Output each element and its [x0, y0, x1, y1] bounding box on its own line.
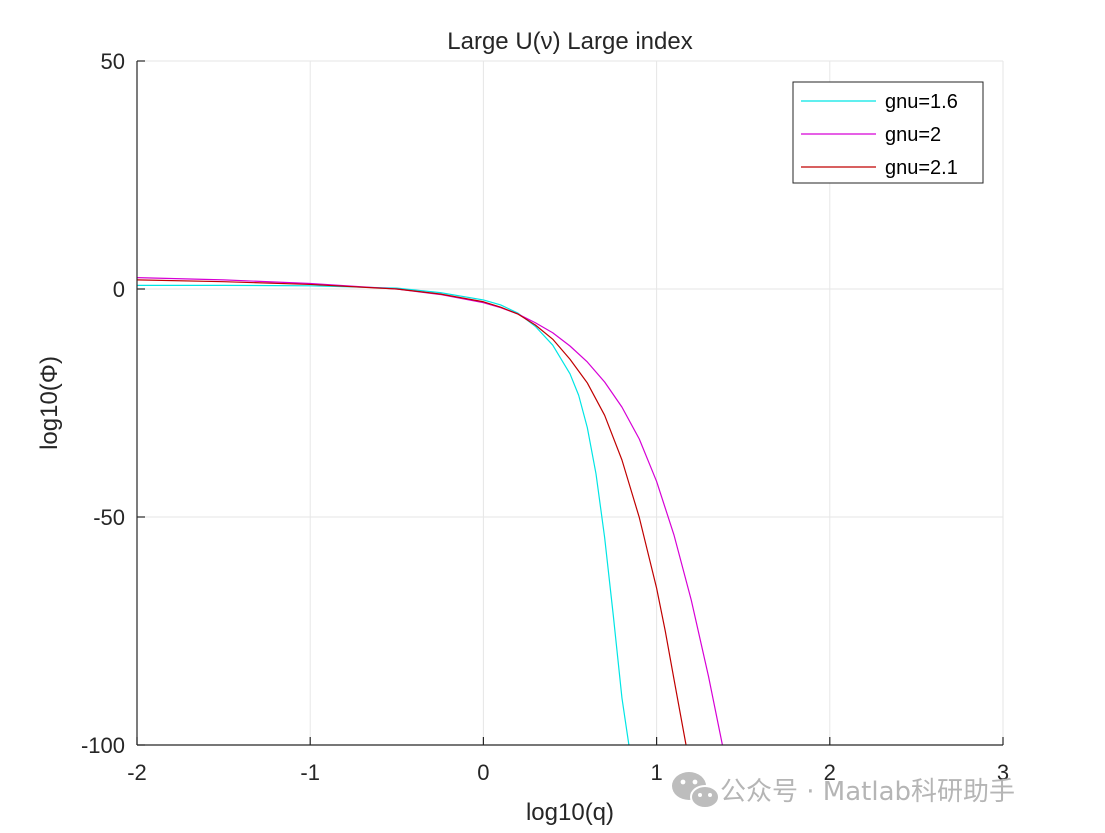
series-line-3 [136, 279, 687, 746]
x-tick-label: -2 [127, 760, 147, 785]
watermark-text: 公众号 · Matlab科研助手 [720, 777, 1015, 807]
legend-box [792, 81, 984, 184]
x-tick-label: 1 [650, 760, 662, 785]
x-axis-title: log10(q) [526, 799, 614, 826]
y-tick-label: 50 [101, 49, 125, 74]
y-tick-label: -100 [81, 733, 125, 758]
wechat-icon [672, 772, 720, 809]
x-tick-label: 0 [477, 760, 489, 785]
watermark: 公众号 · Matlab科研助手 [672, 772, 1015, 809]
x-tick-label: 3 [997, 760, 1009, 785]
legend-label: gnu=2 [885, 124, 941, 146]
legend-entries: gnu=1.6 gnu=2 gnu=2.1 [801, 91, 958, 179]
legend: gnu=1.6 gnu=2 gnu=2.1 [792, 81, 984, 184]
series-lines [136, 277, 724, 746]
gridlines [137, 60, 1004, 745]
legend-label: gnu=2.1 [885, 157, 958, 179]
legend-label: gnu=1.6 [885, 91, 958, 113]
x-tick-label: 2 [824, 760, 836, 785]
chart-title: Large U(ν) Large index [447, 28, 692, 55]
axes-box [136, 61, 1003, 746]
x-tick-label: -1 [300, 760, 320, 785]
y-tick-label: -50 [93, 505, 125, 530]
y-tick-label: 0 [113, 277, 125, 302]
y-axis-title: log10(Φ) [36, 356, 63, 450]
x-ticks: -2 -1 0 1 2 3 [127, 737, 1009, 785]
y-ticks: -100 -50 0 50 [81, 49, 145, 758]
